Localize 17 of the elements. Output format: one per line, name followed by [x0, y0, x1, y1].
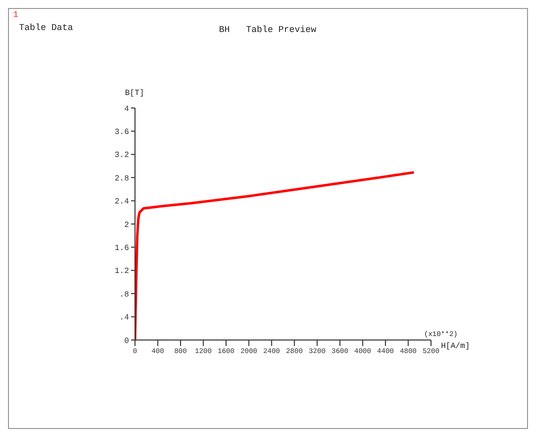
text: 1	[13, 10, 18, 20]
text: Table Data	[19, 23, 74, 33]
y-tick-label: 4	[124, 104, 130, 114]
y-tick-label: 0	[124, 336, 130, 346]
y-tick-label: 3.6	[114, 128, 130, 138]
chart-title: BH Table Preview	[219, 25, 316, 35]
y-tick-label: 2	[124, 220, 130, 230]
y-tick-label: .8	[119, 290, 130, 300]
y-tick-label: 2.8	[114, 174, 130, 184]
y-axis-title: B[T]	[125, 89, 144, 98]
y-tick-label: 3.2	[114, 151, 130, 160]
x-axis-title: H[A/m]	[441, 342, 470, 351]
line-series	[135, 171, 416, 340]
y-tick-label: 2.4	[114, 198, 130, 207]
y-tick-label: 1.2	[114, 267, 130, 276]
y-tick-label: .4	[119, 314, 130, 323]
y-tick-label: 1.6	[114, 244, 130, 254]
